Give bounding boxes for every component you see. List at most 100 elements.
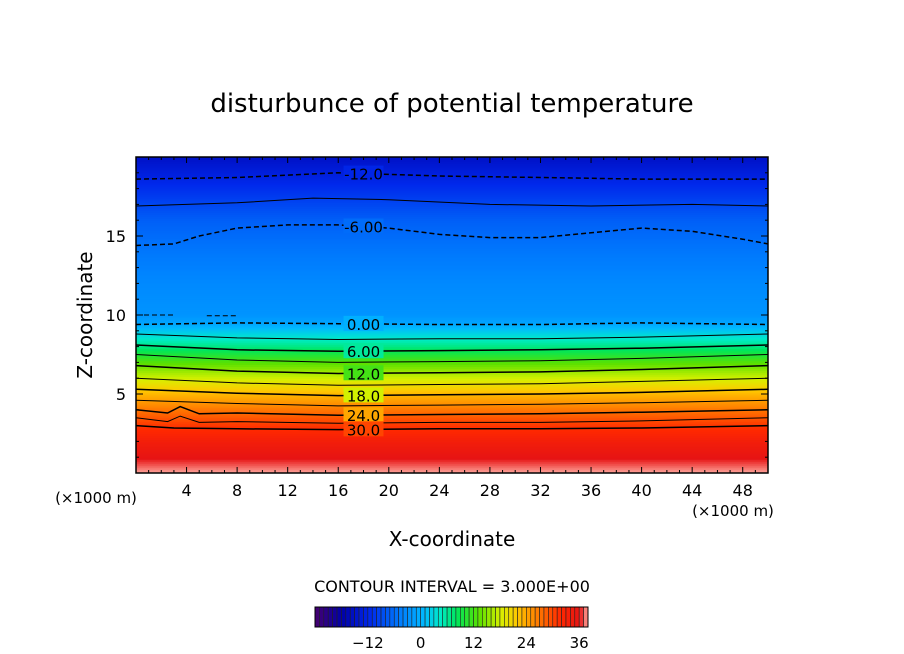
field-band <box>136 465 768 468</box>
contour-lines <box>136 172 768 431</box>
field-band <box>136 279 768 283</box>
field-band <box>136 459 768 462</box>
contour-line <box>136 388 768 397</box>
field-band <box>136 212 768 215</box>
field-band <box>136 372 768 375</box>
colorbar-cell <box>477 606 483 628</box>
field-band <box>136 315 768 318</box>
field-band <box>136 344 768 348</box>
field-band <box>136 435 768 439</box>
field-band <box>136 239 768 243</box>
field-band <box>136 186 768 190</box>
field-band <box>136 208 768 211</box>
field-band <box>136 318 768 322</box>
contour-label: 18.0 <box>347 387 380 405</box>
x-tick-label: 40 <box>631 481 651 500</box>
field-band <box>136 255 768 259</box>
field-band <box>136 251 768 255</box>
contour-line <box>136 224 768 247</box>
colorbar-ticks: −12 0 12 24 36 <box>352 634 589 652</box>
field-band <box>136 176 768 180</box>
x-tick-label: 48 <box>733 481 753 500</box>
x-tick-label: 28 <box>480 481 500 500</box>
colorbar-cell <box>455 606 461 628</box>
field-band <box>136 180 768 184</box>
x-tick-label: 32 <box>530 481 550 500</box>
colorbar-tick-label: 36 <box>570 634 589 652</box>
colorbar-cell <box>495 606 501 628</box>
field-band <box>136 358 768 362</box>
field-band <box>136 386 768 389</box>
colorbar-cell <box>570 606 576 628</box>
contour-line <box>136 354 768 363</box>
contour-line <box>136 399 768 407</box>
colorbar-cell <box>323 606 329 628</box>
field-band <box>136 245 768 249</box>
field-band <box>136 269 768 273</box>
contour-line <box>136 377 768 386</box>
field-band <box>136 441 768 444</box>
contour-line <box>136 424 768 431</box>
contour-line <box>136 415 768 424</box>
y-tick-label: 10 <box>106 306 126 325</box>
colorbar-cell <box>442 606 448 628</box>
field-band <box>136 200 768 204</box>
field-band <box>136 291 768 294</box>
colorbar-cell <box>314 606 320 628</box>
field-band <box>136 429 768 433</box>
x-tick-label: 20 <box>379 481 399 500</box>
field-band <box>136 190 768 194</box>
field-band <box>136 439 768 442</box>
field-band <box>136 350 768 354</box>
contour-label-bg <box>343 315 384 331</box>
colorbar-cell <box>574 606 580 628</box>
field-band <box>136 247 768 251</box>
temperature-field <box>136 157 768 473</box>
field-band <box>136 392 768 395</box>
field-band <box>136 405 768 409</box>
colorbar-cell <box>446 606 452 628</box>
colorbar-tick-label: −12 <box>352 634 384 652</box>
colorbar-cell <box>473 606 479 628</box>
colorbar-cell <box>552 606 558 628</box>
colorbar-cell <box>433 606 439 628</box>
contour-label-bg <box>343 365 384 381</box>
colorbar-cell <box>504 606 510 628</box>
chart-title: disturbunce of potential temperature <box>210 89 693 119</box>
colorbar-cell <box>512 606 518 628</box>
colorbar-tick-label: 0 <box>416 634 426 652</box>
field-band <box>136 316 768 320</box>
field-band <box>136 168 768 172</box>
x-tick-label: 16 <box>328 481 348 500</box>
field-band <box>136 384 768 387</box>
field-band <box>136 409 768 413</box>
field-band <box>136 192 768 196</box>
field-band <box>136 362 768 365</box>
field-band <box>136 467 768 470</box>
field-band <box>136 202 768 206</box>
field-band <box>136 289 768 292</box>
y-tick-label: 15 <box>106 227 126 246</box>
field-band <box>136 263 768 267</box>
contour-line <box>136 364 768 375</box>
field-band <box>136 295 768 298</box>
colorbar-cell <box>486 606 492 628</box>
colorbar-cell <box>482 606 488 628</box>
field-band <box>136 340 768 344</box>
field-band <box>136 421 768 425</box>
field-band <box>136 336 768 340</box>
field-band <box>136 342 768 346</box>
contour-line <box>136 344 768 353</box>
colorbar-cell <box>464 606 470 628</box>
contour-label: -6.00 <box>344 219 383 237</box>
field-band <box>136 437 768 441</box>
contour-label: 30.0 <box>347 421 380 439</box>
colorbar-cell <box>358 606 364 628</box>
colorbar-cell <box>349 606 355 628</box>
colorbar-cell <box>420 606 426 628</box>
colorbar-cell <box>367 606 373 628</box>
field-band <box>136 230 768 233</box>
colorbar-tick-label: 24 <box>517 634 536 652</box>
colorbar-cell <box>543 606 549 628</box>
field-band <box>136 401 768 405</box>
